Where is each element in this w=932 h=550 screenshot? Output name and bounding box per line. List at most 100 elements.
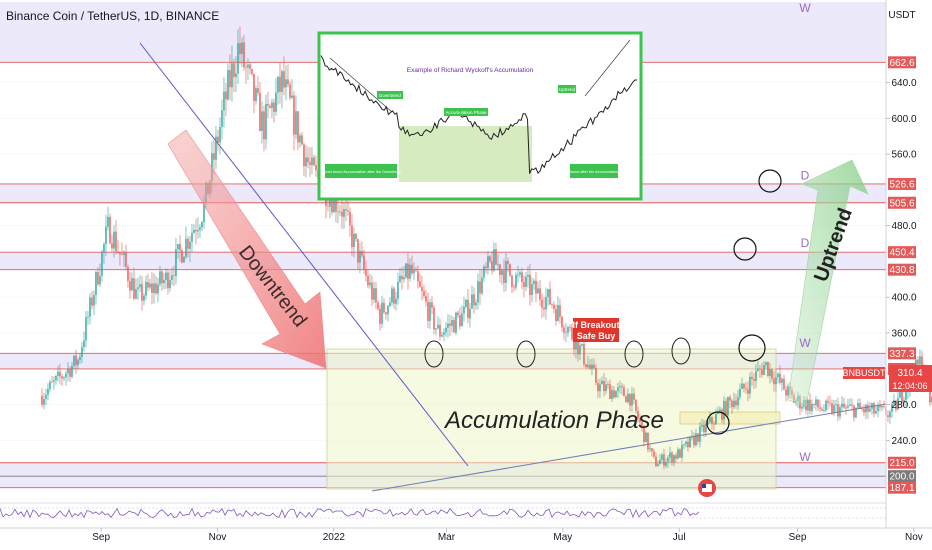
candle-body xyxy=(917,359,919,365)
candle-body xyxy=(93,294,95,306)
candle-body xyxy=(241,42,243,54)
candle-body xyxy=(193,229,195,233)
candle-body xyxy=(771,369,773,379)
candle-body xyxy=(267,103,269,106)
candle-body xyxy=(817,399,819,408)
time-axis[interactable]: SepNov2022MarMayJulSepNov2023MarMayJulSe… xyxy=(92,528,932,543)
x-tick-label: Mar xyxy=(438,532,456,543)
candle-body xyxy=(689,436,691,448)
candle-body xyxy=(545,297,547,310)
candle-body xyxy=(637,410,639,419)
y-tick-label: 560.0 xyxy=(891,150,916,161)
candle-body xyxy=(841,403,843,408)
candle-body xyxy=(403,277,405,280)
candle-body xyxy=(53,380,55,382)
candle-body xyxy=(529,274,531,296)
candle-body xyxy=(501,270,503,275)
inset-downtrend-label: Downtrend xyxy=(379,93,401,98)
candle-body xyxy=(255,88,257,102)
candle-body xyxy=(721,409,723,420)
candle-body xyxy=(495,249,497,265)
candle-body xyxy=(629,393,631,406)
candle-body xyxy=(213,153,215,160)
candle-body xyxy=(727,397,729,416)
candle-body xyxy=(849,404,851,406)
candle-body xyxy=(183,256,185,263)
candle-body xyxy=(217,136,219,143)
currency-label: USDT xyxy=(888,10,915,21)
candle-body xyxy=(489,256,491,262)
inset-title: Example of Richard Wyckoff's Accumulatio… xyxy=(407,67,534,74)
candle-body xyxy=(285,79,287,88)
candle-body xyxy=(659,459,661,465)
candle-body xyxy=(299,135,301,143)
candle-body xyxy=(235,73,237,77)
level-badge-label: 505.6 xyxy=(889,198,914,209)
candle-body xyxy=(715,414,717,425)
candle-body xyxy=(303,144,305,167)
candle-body xyxy=(425,296,427,302)
candle-body xyxy=(653,451,655,457)
candle-body xyxy=(215,136,217,160)
uptrend-support-line xyxy=(371,403,887,492)
candle-body xyxy=(665,461,667,466)
candle-body xyxy=(517,274,519,276)
candle-body xyxy=(367,275,369,286)
candle-body xyxy=(211,153,213,181)
price-axis[interactable]: 640.0 600.0 560.0 480.0 400.0 360.0 280.0 240.0 xyxy=(886,78,917,447)
candle-body xyxy=(283,71,285,88)
oscillator-line xyxy=(0,507,700,519)
candle-body xyxy=(717,412,719,415)
candle-body xyxy=(41,395,43,405)
candle-body xyxy=(377,302,379,309)
zone-label: D xyxy=(801,168,810,182)
candle-body xyxy=(85,317,87,341)
candle-body xyxy=(499,264,501,275)
candle-body xyxy=(97,271,99,285)
candle-body xyxy=(709,417,711,423)
candle-body xyxy=(99,275,101,285)
candle-body xyxy=(669,452,671,458)
candles-layer xyxy=(41,26,932,470)
candle-body xyxy=(413,270,415,274)
candle-body xyxy=(431,302,433,308)
candle-body xyxy=(459,315,461,327)
candle-body xyxy=(749,376,751,394)
candle-body xyxy=(919,356,921,365)
candle-body xyxy=(387,306,389,315)
candle-body xyxy=(477,281,479,303)
candle-body xyxy=(839,407,841,417)
inset-price-line xyxy=(320,55,637,174)
candle-body xyxy=(511,275,513,287)
candle-body xyxy=(857,403,859,408)
candle-body xyxy=(159,271,161,285)
candle-body xyxy=(153,283,155,293)
candle-body xyxy=(197,229,199,232)
candle-body xyxy=(113,231,115,249)
x-tick-label: Sep xyxy=(789,532,807,543)
candle-body xyxy=(695,433,697,446)
candle-body xyxy=(601,380,603,385)
candle-body xyxy=(581,343,583,346)
candle-body xyxy=(79,356,81,360)
candle-body xyxy=(361,251,363,256)
candle-body xyxy=(389,302,391,307)
candle-body xyxy=(761,369,763,375)
level-badge xyxy=(888,347,916,360)
candle-body xyxy=(547,289,549,298)
candle-body xyxy=(51,381,53,383)
candle-body xyxy=(277,76,279,93)
inset-note-right-tag xyxy=(570,164,618,178)
candle-body xyxy=(645,432,647,443)
candle-body xyxy=(891,403,893,412)
candle-body xyxy=(693,435,695,446)
level-badge-label: 662.6 xyxy=(889,58,914,69)
candle-body xyxy=(309,162,311,165)
test-circle-4 xyxy=(671,337,691,365)
candle-body xyxy=(55,375,57,381)
candle-body xyxy=(801,406,803,409)
candle-body xyxy=(63,377,65,379)
y-tick-label: 280.0 xyxy=(891,400,916,411)
candle-body xyxy=(131,278,133,291)
candle-body xyxy=(279,76,281,92)
